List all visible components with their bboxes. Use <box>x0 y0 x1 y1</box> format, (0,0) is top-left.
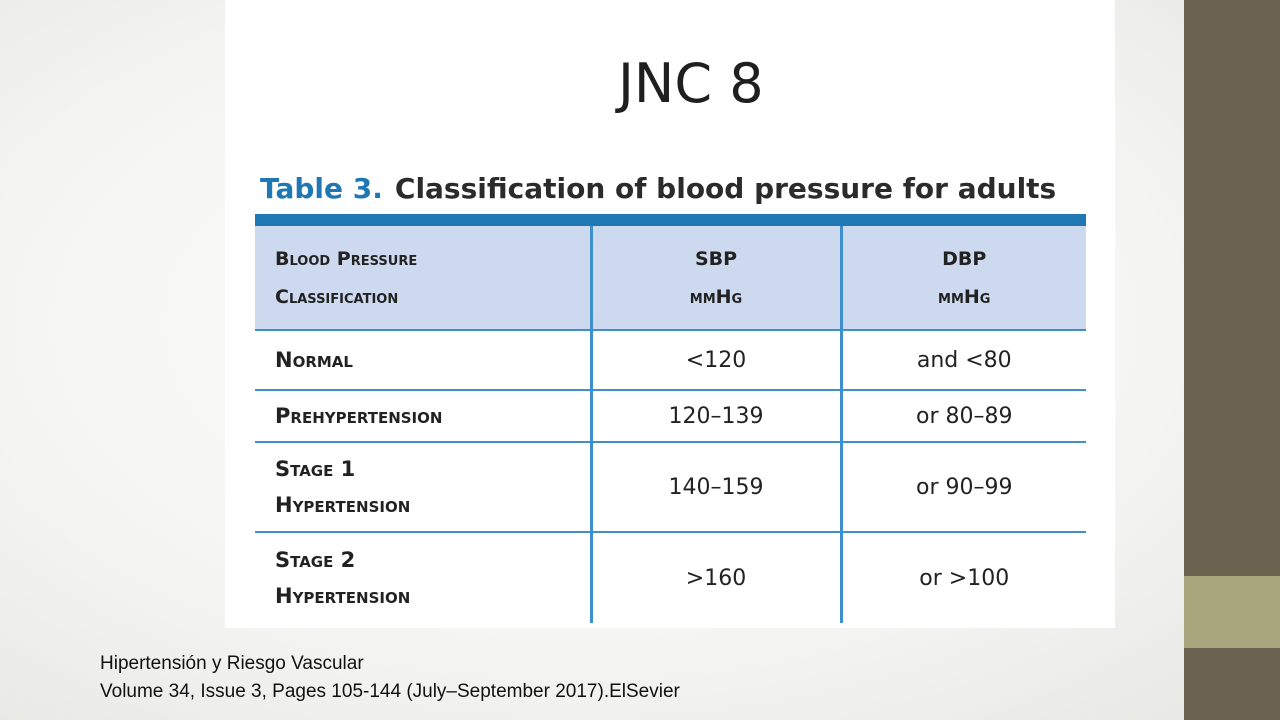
blood-pressure-table: Blood Pressure Classification SBP mmHg D… <box>255 214 1086 623</box>
row-classification: Stage 2 Hypertension <box>255 532 593 623</box>
row-sbp: 140–159 <box>591 442 843 533</box>
table-row: Prehypertension 120–139 or 80–89 <box>255 390 1086 443</box>
row-class-line2: Hypertension <box>275 493 411 517</box>
table-caption: Classification of blood pressure for adu… <box>394 172 1057 205</box>
table-header-row: Blood Pressure Classification SBP mmHg D… <box>255 220 1086 331</box>
row-class-line2: Hypertension <box>275 584 411 608</box>
citation-journal: Hipertensión y Riesgo Vascular <box>100 653 364 674</box>
header-classification: Blood Pressure Classification <box>255 220 593 331</box>
sidebar-dark-top <box>1184 0 1280 576</box>
table-number: Table 3. <box>260 172 383 205</box>
header-sbp-line2: mmHg <box>689 285 743 308</box>
header-dbp-line1: DBP <box>942 247 987 270</box>
row-sbp: >160 <box>591 532 843 623</box>
header-dbp-line2: mmHg <box>938 285 991 308</box>
citation: Hipertensión y Riesgo Vascular Volume 34… <box>100 650 680 706</box>
row-dbp: and <80 <box>841 330 1086 391</box>
header-sbp: SBP mmHg <box>591 220 843 331</box>
header-dbp: DBP mmHg <box>841 220 1086 331</box>
row-dbp: or >100 <box>919 565 1010 591</box>
sidebar-dark-bottom <box>1184 648 1280 720</box>
row-classification: Stage 1 Hypertension <box>255 442 593 533</box>
table-row: Stage 1 Hypertension 140–159 or 90–99 <box>255 442 1086 533</box>
table-row: Normal <120 and <80 <box>255 330 1086 391</box>
header-classification-line1: Blood Pressure <box>275 247 418 270</box>
table-row: Stage 2 Hypertension >160 or >100 <box>255 532 1086 623</box>
row-dbp: or 80–89 <box>841 390 1086 443</box>
row-classification: Normal <box>255 330 593 391</box>
row-sbp: <120 <box>591 330 843 391</box>
row-classification: Prehypertension <box>255 390 593 443</box>
header-sbp-line1: SBP <box>694 247 738 270</box>
row-class-line1: Stage 2 <box>275 548 356 572</box>
row-class-line1: Normal <box>275 348 353 372</box>
sidebar-light-band <box>1184 576 1280 648</box>
row-class-line1: Prehypertension <box>275 404 443 428</box>
row-class-line1: Stage 1 <box>275 457 356 481</box>
header-classification-line2: Classification <box>275 285 399 308</box>
row-sbp: 120–139 <box>591 390 843 443</box>
row-dbp: or 90–99 <box>841 442 1086 533</box>
table-heading: Table 3. Classification of blood pressure… <box>260 172 1056 205</box>
citation-details: Volume 34, Issue 3, Pages 105-144 (July–… <box>100 681 680 702</box>
slide-title: JNC 8 <box>618 52 764 115</box>
